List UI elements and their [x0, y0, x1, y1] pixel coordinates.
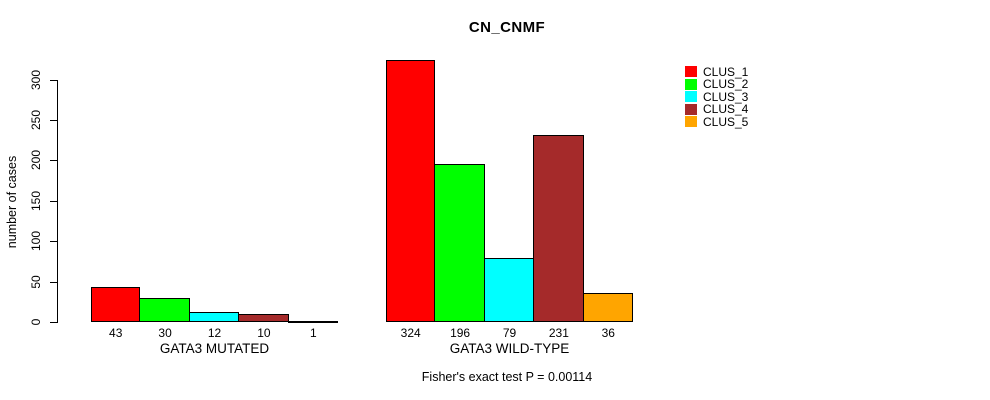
bar-value-label: 12 [207, 326, 222, 340]
bar-value-label: 10 [257, 326, 271, 340]
bar-gata3-mutated-clus-3 [188, 312, 240, 322]
legend-label: CLUS_4 [703, 102, 749, 117]
y-tick-label: 300 [29, 69, 43, 90]
bar-value-label: 79 [502, 326, 517, 340]
y-tick-mark [50, 241, 57, 243]
group-label: GATA3 WILD-TYPE [449, 341, 570, 356]
y-tick-mark [50, 160, 57, 162]
bar-gata3-wild-type-clus-2 [434, 164, 485, 322]
bar-gata3-wild-type-clus-3 [483, 258, 535, 322]
bar-gata3-wild-type-clus-5 [582, 293, 633, 322]
bar-value-label: 231 [548, 326, 569, 340]
bar-value-label: 1 [309, 326, 317, 340]
y-tick-label: 200 [29, 150, 43, 171]
legend-swatch-clus_1 [685, 66, 697, 77]
y-tick-mark [50, 119, 57, 121]
y-tick-mark [50, 322, 57, 323]
bar-gata3-wild-type-clus-4 [533, 135, 584, 322]
y-tick-label: 50 [29, 274, 43, 289]
legend-swatch-clus_5 [685, 116, 697, 128]
y-tick-label: 250 [29, 109, 43, 130]
y-axis-line [57, 79, 58, 323]
legend-swatch-clus_2 [685, 78, 697, 90]
bar-gata3-wild-type-clus-1 [386, 60, 436, 322]
y-tick-label: 0 [29, 318, 43, 326]
legend-label: CLUS_5 [703, 114, 749, 129]
annotation-text: Fisher's exact test P = 0.00114 [421, 370, 593, 384]
legend-label: CLUS_3 [703, 89, 749, 104]
bar-gata3-mutated-clus-5 [287, 321, 338, 323]
group-label: GATA3 MUTATED [159, 341, 270, 356]
bar-gata3-mutated-clus-2 [139, 298, 190, 322]
legend-swatch-clus_3 [685, 91, 697, 103]
legend-swatch-clus_4 [685, 103, 697, 115]
y-tick-label: 100 [29, 231, 43, 252]
bar-gata3-mutated-clus-1 [91, 287, 141, 322]
bar-value-label: 30 [158, 326, 172, 340]
y-tick-mark [50, 200, 57, 202]
chart-title: CN_CNMF [468, 19, 546, 36]
y-tick-mark [50, 281, 57, 283]
y-tick-mark [50, 79, 57, 81]
y-tick-label: 150 [29, 190, 43, 211]
bar-value-label: 43 [109, 326, 123, 340]
legend-label: CLUS_2 [703, 77, 749, 92]
bar-gata3-mutated-clus-4 [238, 314, 289, 322]
y-axis-label: number of cases [5, 155, 19, 249]
legend-label: CLUS_1 [703, 64, 749, 79]
bar-value-label: 36 [601, 326, 615, 340]
bar-value-label: 324 [400, 326, 421, 340]
bar-value-label: 196 [450, 326, 471, 340]
